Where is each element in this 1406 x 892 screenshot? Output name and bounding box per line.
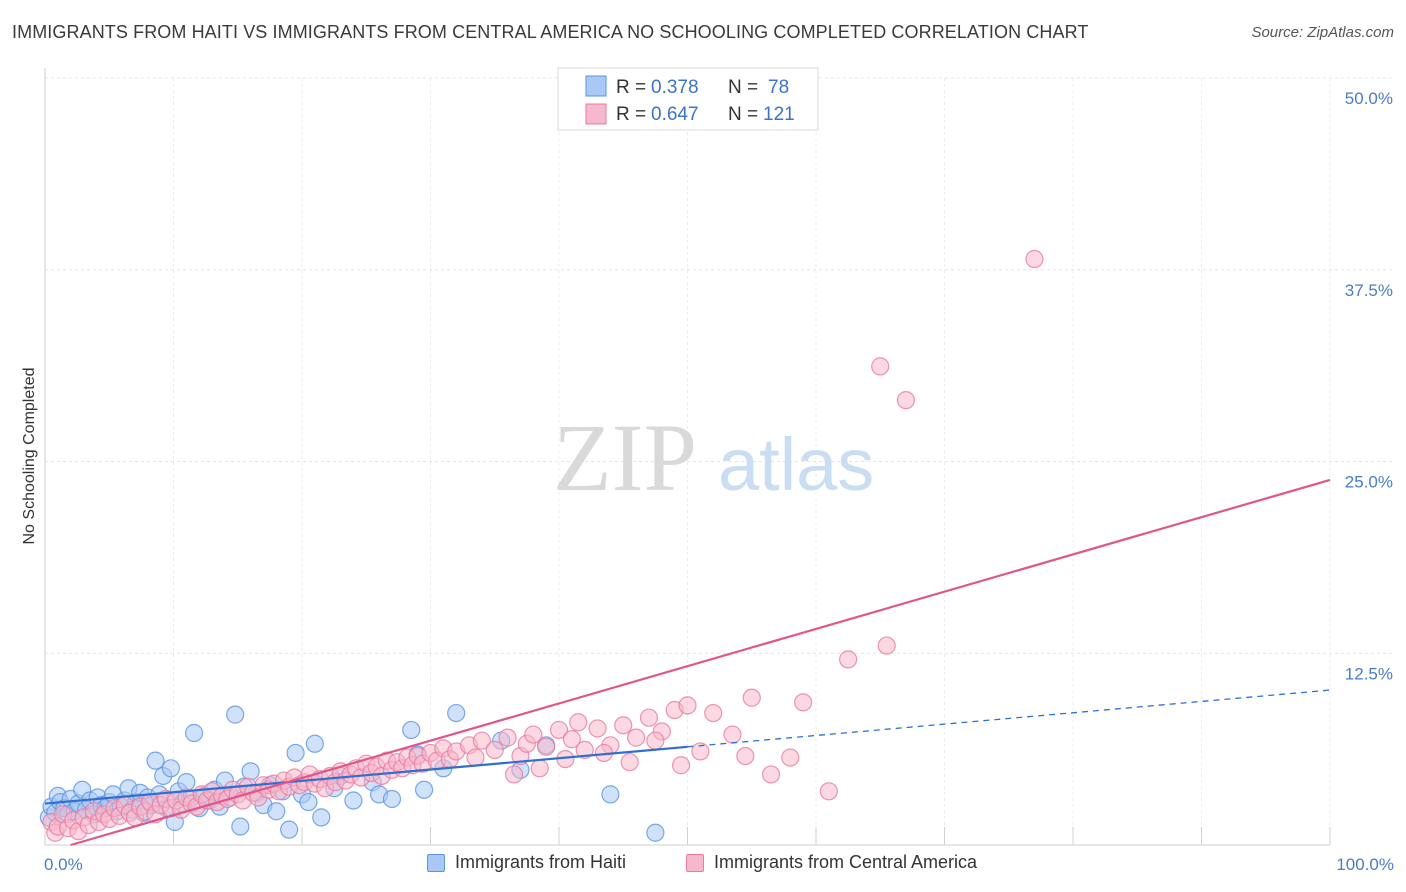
chart-title: IMMIGRANTS FROM HAITI VS IMMIGRANTS FROM… <box>12 22 1089 42</box>
point-haiti <box>161 759 181 778</box>
bottom-legend-swatch-haiti <box>427 853 445 872</box>
point-central-america <box>575 740 594 759</box>
point-central-america <box>466 748 485 767</box>
point-haiti <box>344 791 363 810</box>
bottom-legend-label-haiti: Immigrants from Haiti <box>455 852 627 872</box>
point-central-america <box>704 703 723 723</box>
bottom-legend: Immigrants from Haiti Immigrants from Ce… <box>0 850 1406 880</box>
point-central-america <box>562 730 581 749</box>
point-central-america <box>1025 249 1044 269</box>
point-haiti <box>146 751 165 770</box>
point-central-america <box>781 748 800 767</box>
bottom-legend-item-central-america: Immigrants from Central America <box>686 852 977 873</box>
point-central-america <box>723 725 742 744</box>
legend-r-value-central-america: 0.647 <box>651 104 699 125</box>
point-haiti <box>231 817 250 836</box>
legend-r-value-haiti: 0.378 <box>651 77 699 98</box>
point-haiti <box>184 723 204 743</box>
legend-swatch-haiti <box>585 75 607 97</box>
data-points <box>39 249 1044 842</box>
legend-n-label-haiti: N = <box>728 77 758 98</box>
source-note: Source: ZipAtlas.com <box>1251 24 1394 41</box>
point-central-america <box>896 391 916 410</box>
bottom-legend-label-central-america: Immigrants from Central America <box>714 852 978 872</box>
point-central-america <box>620 753 639 772</box>
point-central-america <box>691 742 710 761</box>
point-central-america <box>678 696 697 715</box>
point-central-america <box>504 765 524 784</box>
point-central-america <box>614 716 633 735</box>
point-central-america <box>671 756 691 775</box>
legend-r-label-haiti: R = <box>616 77 646 98</box>
legend-n-label-central-america: N = <box>728 104 758 125</box>
point-central-america <box>742 688 761 707</box>
point-haiti <box>646 823 665 842</box>
legend-n-value-central-america: 121 <box>763 104 795 125</box>
trend-line-central-america <box>70 478 1331 847</box>
point-haiti <box>447 703 466 723</box>
trend-lines <box>44 478 1331 847</box>
legend-n-value-haiti: 78 <box>768 77 789 98</box>
point-haiti <box>312 808 331 827</box>
point-haiti <box>280 820 299 839</box>
point-central-america <box>537 737 556 756</box>
point-central-america <box>819 782 838 801</box>
point-haiti <box>226 705 245 724</box>
watermark-zip: ZIP <box>553 404 697 511</box>
point-central-america <box>736 746 755 766</box>
point-haiti <box>177 773 196 792</box>
legend-box: R = 0.378 N = 78 R = 0.647 N = 121 <box>557 67 819 131</box>
gridlines <box>45 77 1392 845</box>
point-central-america <box>485 740 504 759</box>
bottom-legend-item-haiti: Immigrants from Haiti <box>427 852 626 873</box>
x-tick-label: 100.0% <box>1336 855 1394 874</box>
point-haiti <box>601 785 620 804</box>
point-haiti <box>402 720 421 740</box>
point-haiti <box>241 762 260 781</box>
y-tick-label: 12.5% <box>1345 664 1393 683</box>
y-tick-label: 37.5% <box>1345 281 1393 300</box>
point-central-america <box>472 731 491 750</box>
point-central-america <box>530 759 549 778</box>
y-tick-label: 25.0% <box>1345 473 1393 492</box>
point-central-america <box>639 708 659 727</box>
point-haiti <box>267 802 286 821</box>
trend-line-haiti-extension <box>687 689 1331 748</box>
point-central-america <box>569 713 588 732</box>
tick-labels: 12.5% 25.0% 37.5% 50.0% 0.0% 100.0% <box>44 89 1394 874</box>
point-central-america <box>626 728 646 747</box>
point-central-america <box>588 719 607 738</box>
point-haiti <box>414 780 434 799</box>
point-central-america <box>524 725 543 744</box>
y-axis-label: No Schooling Completed <box>21 368 38 545</box>
point-central-america <box>761 765 781 784</box>
point-central-america <box>871 357 890 376</box>
watermark: ZIP atlas <box>553 404 874 511</box>
axes <box>44 68 1331 846</box>
point-central-america <box>498 728 517 747</box>
legend-r-label-central-america: R = <box>616 104 646 125</box>
x-tick-label: 0.0% <box>44 855 83 874</box>
y-tick-label: 50.0% <box>1345 89 1393 108</box>
point-central-america <box>646 731 665 750</box>
watermark-atlas: atlas <box>718 423 874 506</box>
point-central-america <box>839 650 858 669</box>
point-haiti <box>286 743 305 763</box>
trend-line-haiti <box>44 745 688 805</box>
point-central-america <box>794 693 813 712</box>
point-haiti <box>299 792 318 812</box>
bottom-legend-swatch-central-america <box>686 853 704 872</box>
point-haiti <box>382 789 402 809</box>
point-haiti <box>305 734 324 753</box>
legend-swatch-central-america <box>585 103 607 125</box>
point-central-america <box>549 720 569 740</box>
point-central-america <box>877 636 896 655</box>
